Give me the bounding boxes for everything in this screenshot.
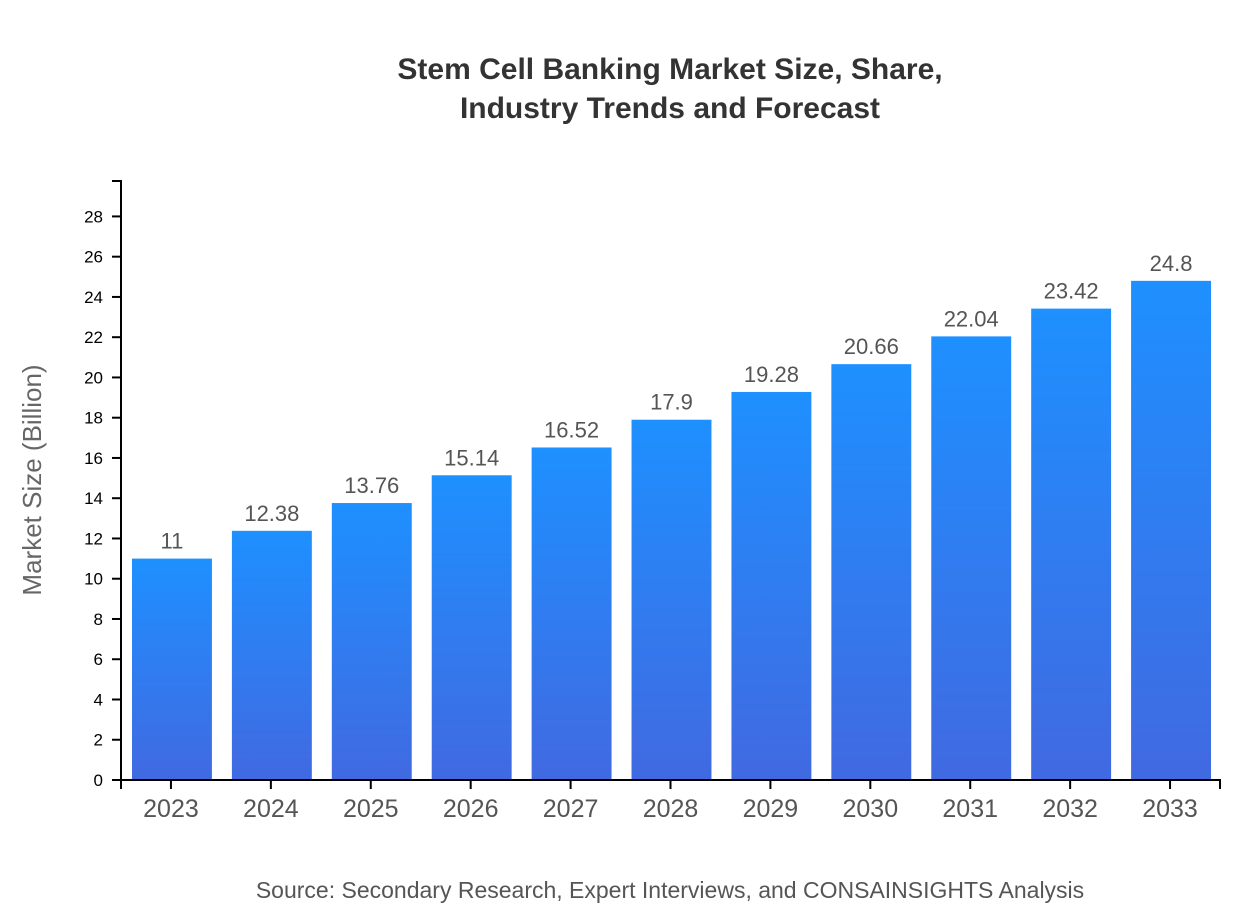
y-axis-label: Market Size (Billion) — [17, 364, 47, 595]
x-axis — [120, 779, 1221, 789]
data-label-2029: 19.28 — [744, 362, 799, 387]
x-tick-label-2024: 2024 — [243, 795, 299, 823]
x-tick-label-2030: 2030 — [843, 795, 899, 823]
chart-title-line-1: Stem Cell Banking Market Size, Share, — [397, 53, 943, 86]
chart-title: Stem Cell Banking Market Size, Share, In… — [0, 50, 1260, 128]
bar-2023 — [131, 558, 212, 780]
data-label-2025: 13.76 — [344, 473, 399, 498]
bar-2028 — [631, 419, 712, 780]
y-tick-label-6: 6 — [94, 650, 103, 669]
source-note: Source: Secondary Research, Expert Inter… — [255, 877, 1085, 903]
y-tick-label-14: 14 — [84, 489, 103, 508]
y-tick-label-26: 26 — [84, 248, 103, 267]
bar-2024 — [231, 530, 312, 780]
data-label-2031: 22.04 — [944, 306, 999, 331]
data-label-2030: 20.66 — [844, 334, 899, 359]
y-tick-label-2: 2 — [94, 731, 103, 750]
y-tick-label-20: 20 — [84, 368, 103, 387]
x-tick-label-2027: 2027 — [543, 795, 599, 823]
x-tick-label-2023: 2023 — [143, 795, 199, 823]
x-tick-label-2025: 2025 — [343, 795, 399, 823]
data-label-2026: 15.14 — [444, 445, 499, 470]
y-tick-label-0: 0 — [94, 771, 103, 790]
y-tick-label-18: 18 — [84, 409, 103, 428]
bar-2030 — [831, 364, 912, 780]
bar-2031 — [931, 336, 1012, 780]
bar-2026 — [431, 475, 512, 780]
x-tick-label-2026: 2026 — [443, 795, 499, 823]
y-tick-label-16: 16 — [84, 449, 103, 468]
y-tick-label-8: 8 — [94, 610, 103, 629]
y-tick-label-24: 24 — [84, 288, 103, 307]
data-label-2028: 17.9 — [650, 390, 693, 415]
data-label-2027: 16.52 — [544, 417, 599, 442]
x-tick-label-2032: 2032 — [1042, 795, 1098, 823]
x-tick-label-2028: 2028 — [643, 795, 699, 823]
data-label-2032: 23.42 — [1044, 279, 1099, 304]
y-axis — [112, 180, 122, 781]
bar-2032 — [1031, 308, 1112, 780]
bar-2025 — [331, 503, 412, 780]
y-tick-label-12: 12 — [84, 529, 103, 548]
y-tick-label-10: 10 — [84, 570, 103, 589]
y-tick-label-22: 22 — [84, 328, 103, 347]
data-label-2024: 12.38 — [244, 501, 299, 526]
chart-title-line-2: Industry Trends and Forecast — [459, 92, 881, 125]
y-tick-label-28: 28 — [84, 207, 103, 226]
bar-2033 — [1131, 280, 1212, 780]
bar-2029 — [731, 391, 812, 780]
data-label-2033: 24.8 — [1150, 251, 1193, 276]
x-tick-label-2031: 2031 — [942, 795, 998, 823]
bar-2027 — [531, 447, 612, 780]
data-label-2023: 11 — [161, 529, 184, 554]
x-tick-label-2033: 2033 — [1142, 795, 1198, 823]
x-tick-label-2029: 2029 — [743, 795, 799, 823]
y-tick-label-4: 4 — [94, 690, 103, 709]
